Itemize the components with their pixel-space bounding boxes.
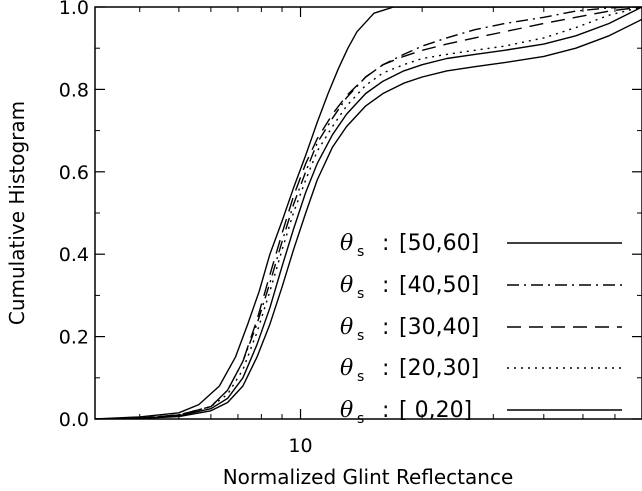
legend-theta-symbol: θ	[340, 315, 353, 340]
legend-subscript: s	[357, 411, 364, 427]
series-line-3	[95, 7, 642, 419]
y-tick-label: 0.6	[59, 162, 89, 184]
legend-subscript: s	[357, 286, 364, 302]
axis-ticks: 0.0 0.2 0.4 0.6 0.8 1.0 10	[59, 0, 642, 457]
legend-theta-symbol: θ	[340, 273, 353, 298]
y-tick-label: 0.2	[59, 327, 89, 349]
y-tick-label: 0.8	[59, 79, 89, 101]
y-axis-title: Cumulative Histogram	[5, 101, 29, 325]
y-tick-label: 1.0	[59, 0, 89, 19]
plot-lines	[95, 7, 642, 419]
series-line-2	[95, 7, 642, 419]
legend-label: [40,50]	[399, 273, 479, 298]
y-tick-label: 0.0	[59, 409, 89, 431]
y-tick-label: 0.4	[59, 244, 89, 266]
legend-entry: θ s: [20,30]	[340, 356, 622, 385]
legend-label: [50,60]	[399, 231, 479, 256]
legend-theta-symbol: θ	[340, 398, 353, 423]
legend-entry: θ s: [ 0,20]	[340, 398, 622, 427]
legend-label: [ 0,20]	[399, 398, 472, 423]
legend-colon: :	[382, 231, 389, 256]
series-line-1	[95, 7, 642, 419]
legend-colon: :	[382, 398, 389, 423]
legend-entry: θ s: [30,40]	[340, 315, 622, 344]
legend-entry: θ s: [50,60]	[340, 231, 622, 260]
legend-colon: :	[382, 356, 389, 381]
x-axis-title: Normalized Glint Reflectance	[223, 465, 514, 489]
legend-theta-symbol: θ	[340, 356, 353, 381]
legend-label: [30,40]	[399, 315, 479, 340]
series-line-4	[95, 7, 642, 419]
plot-frame	[94, 6, 642, 420]
legend-subscript: s	[357, 244, 364, 260]
series-line-5	[95, 18, 642, 419]
legend-entry: θ s: [40,50]	[340, 273, 622, 302]
legend-colon: :	[382, 273, 389, 298]
x-tick-label: 10	[288, 435, 312, 457]
legend: θ s: [50,60]θ s: [40,50]θ s: [30,40]θ s: [20,30]…	[340, 231, 622, 427]
legend-subscript: s	[357, 328, 364, 344]
legend-colon: :	[382, 315, 389, 340]
legend-label: [20,30]	[399, 356, 479, 381]
legend-subscript: s	[357, 369, 364, 385]
legend-theta-symbol: θ	[340, 231, 353, 256]
series-line-0	[95, 7, 642, 419]
